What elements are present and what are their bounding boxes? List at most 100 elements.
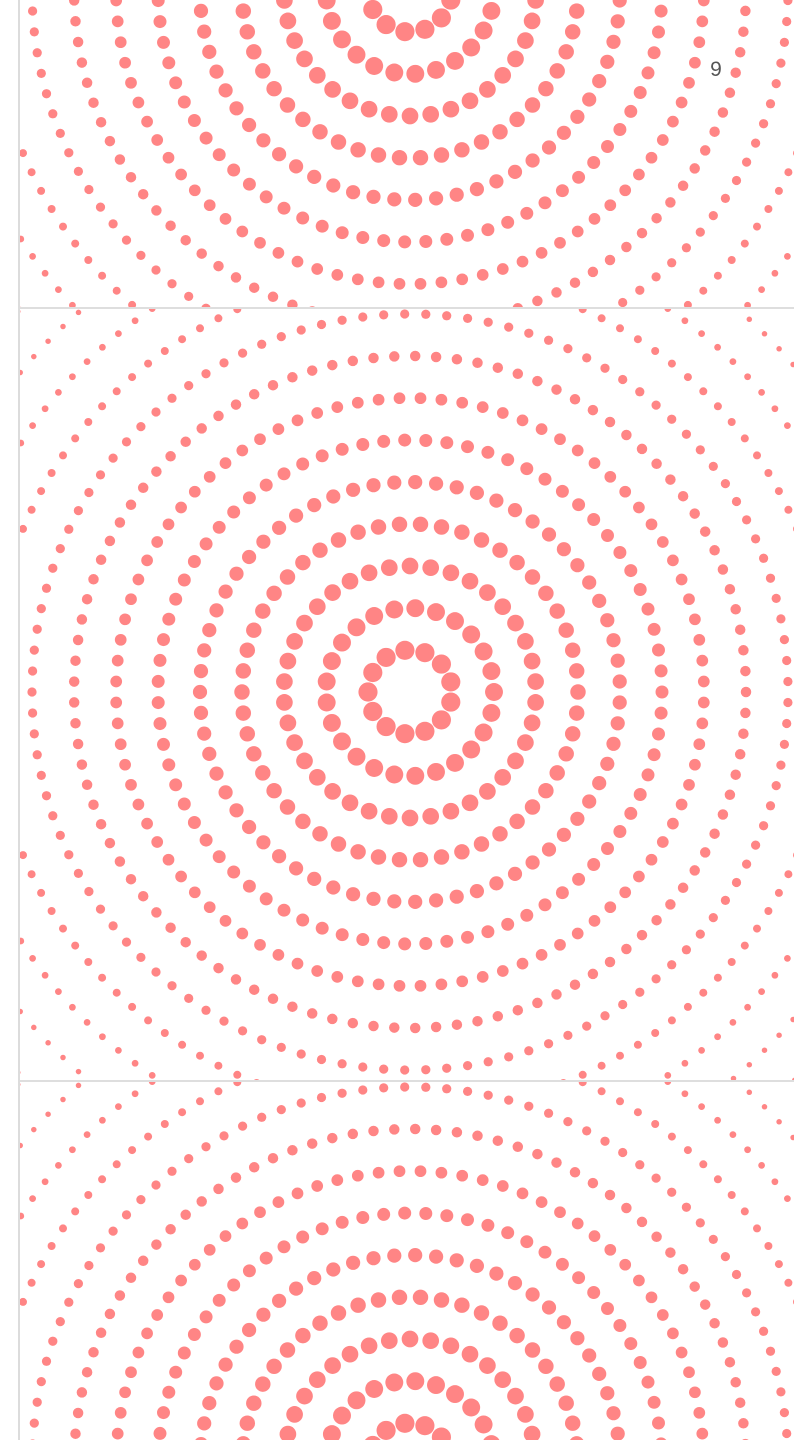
- pattern-dot: [621, 241, 632, 253]
- pattern-dot: [233, 309, 242, 314]
- pattern-dot: [738, 645, 749, 656]
- pattern-dot: [308, 66, 326, 84]
- pattern-dot: [169, 592, 183, 606]
- pattern-dot: [731, 877, 742, 888]
- section-divider: [20, 307, 794, 309]
- pattern-dot: [440, 1209, 454, 1223]
- pattern-dot: [782, 16, 792, 27]
- pattern-dot: [246, 746, 262, 762]
- pattern-dot: [469, 884, 484, 899]
- pattern-dot: [524, 1046, 534, 1056]
- pattern-dot: [69, 1146, 76, 1154]
- pattern-dot: [236, 225, 249, 238]
- pattern-dot: [75, 1082, 82, 1089]
- pattern-dot: [582, 794, 597, 809]
- pattern-dot: [449, 1253, 464, 1268]
- dot-pattern-card-middle: [20, 309, 794, 1080]
- pattern-dot: [70, 655, 81, 666]
- pattern-dot: [197, 643, 212, 658]
- pattern-dot: [568, 705, 585, 721]
- pattern-dot: [184, 1153, 194, 1164]
- pattern-dot: [111, 717, 124, 730]
- pattern-dot: [337, 315, 347, 325]
- pattern-dot: [651, 458, 662, 470]
- pattern-dot: [764, 907, 773, 915]
- pattern-dot: [125, 593, 137, 606]
- pattern-dot: [114, 1406, 127, 1419]
- pattern-dot: [259, 190, 273, 204]
- pattern-dot: [689, 1281, 700, 1292]
- pattern-dot: [279, 714, 297, 732]
- pattern-dot: [209, 766, 224, 781]
- pattern-dot: [462, 625, 481, 644]
- pattern-dot: [412, 851, 429, 868]
- pattern-dot: [727, 958, 736, 966]
- pattern-dot: [356, 933, 370, 946]
- pattern-dot: [196, 423, 207, 434]
- pattern-dot: [187, 114, 201, 127]
- pattern-dot: [287, 1145, 298, 1156]
- pattern-dot: [713, 973, 722, 982]
- pattern-dot: [37, 888, 46, 897]
- pattern-dot: [713, 271, 722, 280]
- pattern-dot: [431, 654, 451, 674]
- pattern-dot: [37, 1260, 46, 1269]
- pattern-dot: [479, 81, 496, 98]
- pattern-dot: [729, 1019, 737, 1026]
- pattern-dot: [709, 126, 720, 137]
- pattern-dot: [543, 335, 554, 345]
- pattern-dot: [136, 1194, 146, 1205]
- pattern-dot: [255, 63, 271, 79]
- pattern-dot: [734, 749, 746, 760]
- pattern-dot: [387, 192, 402, 207]
- pattern-dot: [316, 1092, 327, 1103]
- pattern-dot: [306, 1138, 318, 1149]
- pattern-dot: [60, 1054, 66, 1061]
- pattern-dot: [167, 981, 177, 991]
- pattern-dot: [136, 421, 146, 432]
- pattern-dot: [433, 519, 450, 535]
- pattern-dot: [380, 1332, 398, 1350]
- pattern-dot: [633, 1108, 642, 1117]
- pattern-dot: [322, 713, 341, 732]
- left-border-rule: [18, 0, 20, 1440]
- pattern-dot: [233, 1070, 242, 1079]
- pattern-dot: [563, 1116, 573, 1127]
- pattern-dot: [753, 1224, 761, 1233]
- pattern-dot: [421, 1065, 431, 1075]
- pattern-dot: [233, 1082, 242, 1087]
- pattern-dot: [442, 1084, 452, 1094]
- pattern-dot: [175, 1274, 187, 1287]
- pattern-dot: [47, 1242, 56, 1250]
- pattern-dot: [541, 842, 557, 857]
- pattern-dot: [556, 1315, 572, 1330]
- pattern-dot: [209, 1376, 224, 1391]
- pattern-dot: [358, 1062, 368, 1072]
- pattern-dot: [492, 124, 508, 140]
- pattern-dot: [421, 309, 431, 319]
- pattern-dot: [196, 1196, 207, 1207]
- pattern-dot: [125, 873, 137, 885]
- pattern-dot: [695, 929, 705, 939]
- pattern-dot: [633, 1040, 642, 1049]
- pattern-dot: [64, 1297, 74, 1307]
- pattern-dot: [20, 235, 25, 243]
- pattern-dot: [516, 414, 529, 427]
- pattern-dot: [784, 870, 793, 879]
- pattern-dot: [507, 164, 523, 179]
- pattern-dot: [689, 758, 701, 771]
- pattern-dot: [665, 197, 676, 208]
- pattern-dot: [377, 1207, 391, 1221]
- radial-dot-pattern: [20, 0, 794, 307]
- pattern-dot: [88, 1347, 99, 1358]
- pattern-dot: [330, 836, 347, 852]
- pattern-dot: [523, 1425, 541, 1440]
- pattern-dot: [368, 1020, 379, 1032]
- pattern-dot: [652, 643, 665, 657]
- pattern-dot: [782, 718, 792, 729]
- pattern-dot: [734, 624, 746, 635]
- pattern-dot: [430, 1021, 442, 1033]
- pattern-dot: [738, 26, 749, 37]
- pattern-dot: [95, 904, 106, 914]
- pattern-dot: [492, 826, 508, 842]
